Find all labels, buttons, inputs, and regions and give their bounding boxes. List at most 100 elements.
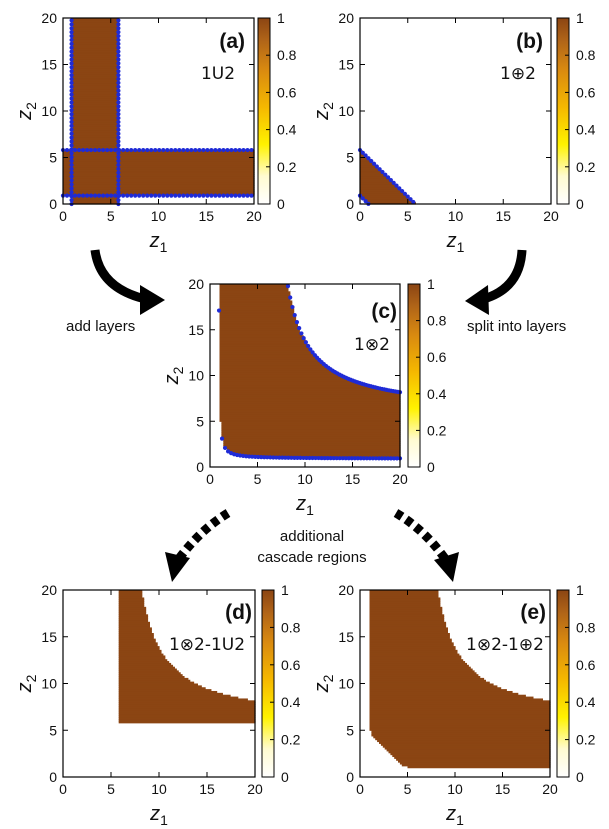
boundary-dot [349,456,354,461]
y-tick-label: 5 [49,722,57,738]
heatmap-cell [360,190,403,194]
boundary-dot [116,37,121,43]
boundary-dot [69,88,74,93]
boundary-dot [262,455,267,460]
heatmap-cell [118,719,256,722]
colorbar-tick-label: 0 [277,196,285,212]
boundary-dot [181,147,186,153]
boundary-dot [116,123,121,128]
heatmap-cell [118,634,154,638]
boundary-dot [116,104,121,109]
heatmap-cell [221,424,401,428]
x-tick-label: 20 [247,781,263,797]
heatmap-cell [369,618,445,621]
boundary-dot [101,193,106,198]
heatmap-cell [369,698,543,701]
heatmap-cell [72,32,119,36]
heatmap-cell [369,677,485,681]
boundary-dot [116,61,121,66]
boundary-dot [69,69,74,74]
panel-e: 0 5 10 15 20 0 5 10 15 20 z1 z2 0 0.2 0.4 0.6 0.8 1 (e) 1⊗2… [311,582,596,828]
heatmap-cell [369,685,498,688]
heatmap-cell [360,161,373,164]
y-tick-label: 0 [49,769,57,785]
x-tick-label: 0 [206,471,214,487]
heatmap-cell [369,709,551,713]
boundary-dot [280,455,285,460]
heatmap-cell [72,103,119,107]
heatmap-cell [118,606,147,610]
heatmap-cell [219,406,401,410]
heatmap-cell [219,344,308,347]
heatmap-cell [118,657,166,660]
boundary-dot [363,199,368,204]
heatmap-cell [72,146,119,149]
heatmap-cell [118,694,231,698]
boundary-dot [201,147,206,153]
heatmap-cell [118,681,195,685]
heatmap-cell [72,96,119,99]
panel-expression: 1⊗2-1U2 [169,635,245,655]
y-tick-label: 15 [41,57,57,73]
heatmap-cell [369,711,551,715]
heatmap-cell [72,55,119,58]
heatmap-cell [219,296,291,300]
boundary-dot [245,147,250,153]
heatmap-cell [360,176,388,179]
heatmap-cell [369,672,477,675]
x-tick-label: 20 [246,208,262,224]
y-axis-label: z2 [14,674,39,693]
heatmap-cell [63,155,255,159]
heatmap-cell [72,66,119,69]
boundary-dot [129,147,134,153]
boundary-dot [310,455,315,461]
boundary-dot [69,174,74,179]
panel-tag: (b) [516,30,543,53]
boundary-dot [69,197,74,203]
boundary-dot [177,147,182,153]
heatmap-cell [72,58,119,62]
boundary-dot [84,147,90,153]
boundary-dot [69,26,74,31]
boundary-dot [116,151,121,156]
heatmap-cell [72,47,119,51]
y-tick-label: 15 [188,322,204,338]
heatmap-cell [63,181,255,185]
heatmap-cell [72,51,119,54]
heatmap-cell [72,60,119,64]
heatmap-d [118,590,256,724]
heatmap-cell [219,300,293,303]
boundary-dot [405,194,410,199]
heatmap-cell [238,454,401,457]
y-tick-label: 20 [338,10,354,26]
heatmap-cell [118,604,145,608]
boundary-dot [369,158,374,164]
boundary-dot [297,326,302,331]
boundary-dot [408,197,413,202]
heatmap-cell [369,631,448,634]
heatmap-cell [219,388,384,391]
boundary-dot [116,22,121,27]
heatmap-cell [369,627,448,630]
boundary-dot [256,454,261,460]
boundary-dot [116,186,121,191]
heatmap-cell [72,114,119,118]
heatmap-cell [118,591,143,595]
colorbar-tick-label: 0.8 [281,619,301,635]
heatmap-cell [221,430,401,433]
colorbar-tick-label: 0.4 [576,122,596,138]
boundary-dot [69,155,74,160]
boundary-dot [217,193,222,198]
colorbar-tick-label: 1 [576,582,584,598]
heatmap-cell [118,644,158,647]
heatmap-cell [219,291,291,294]
x-tick-label: 15 [199,781,215,797]
heatmap-cell [118,649,162,653]
boundary-dot [289,455,294,460]
heatmap-cell [118,593,143,597]
heatmap-cell [219,322,298,325]
heatmap-cell [394,756,551,759]
boundary-dot [116,143,121,148]
boundary-dot [301,455,306,461]
